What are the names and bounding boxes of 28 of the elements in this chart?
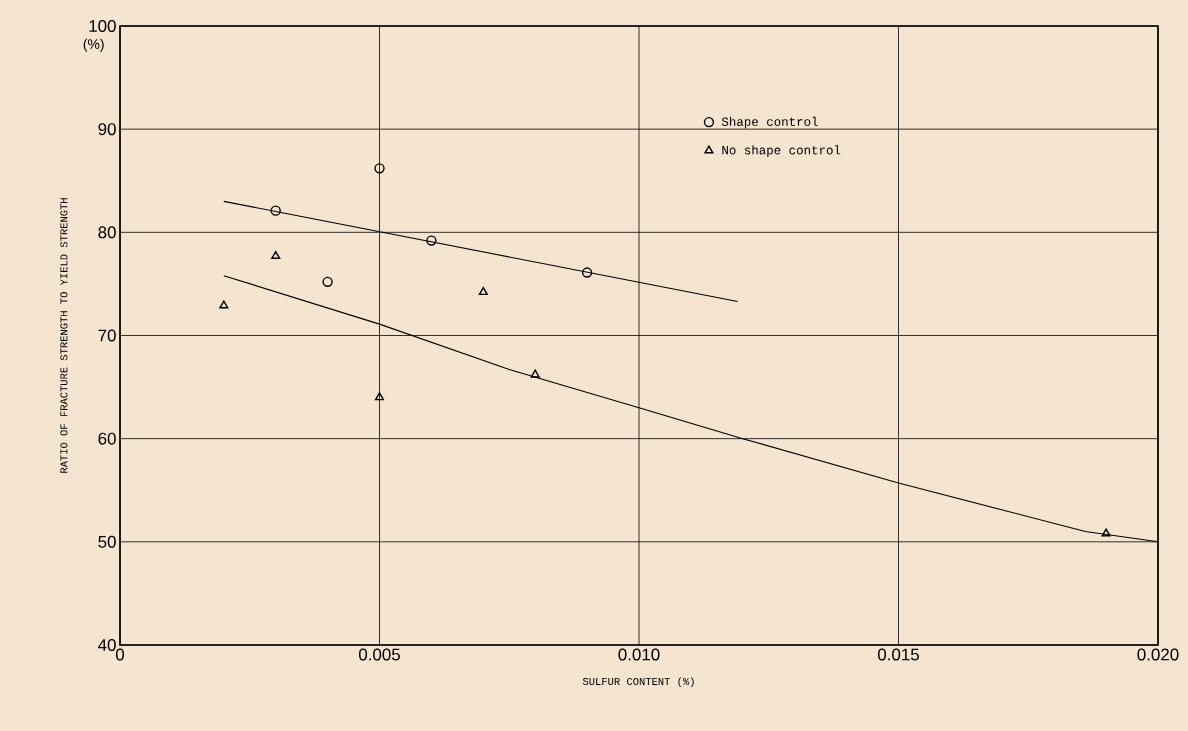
text: (%) [83,38,104,52]
x-tick-label: 0 [115,648,125,661]
point [530,369,540,378]
legend-label: No shape control [722,145,841,157]
x-tick-label: 0.005 [358,648,400,661]
y-axis-title: RATIO OF FRACTURE STRENGTH TO YIELD STRENGTH [60,198,68,473]
y-tick-label: 40 [98,638,116,651]
y-tick-label: 100 [89,19,116,32]
legend-label: Shape control [721,116,818,129]
y-tick-label: 80 [98,226,116,239]
point [581,267,593,278]
y-tick-label: 60 [98,432,116,445]
point [219,300,229,309]
point [1101,528,1111,537]
y-tick-label: 90 [98,123,116,136]
point [374,163,385,174]
x-tick-label: 0.020 [1137,648,1179,661]
point [426,235,437,246]
x-axis-title: SULFUR CONTENT (%) [582,677,694,688]
point [322,276,333,288]
y-tick-label: 50 [98,535,116,548]
y-tick-label: 70 [98,329,116,342]
x-tick-label: 0.015 [877,648,919,661]
point [478,286,488,296]
x-tick-label: 0.010 [618,648,660,661]
point [271,250,281,259]
point [270,205,281,216]
point [374,392,385,401]
